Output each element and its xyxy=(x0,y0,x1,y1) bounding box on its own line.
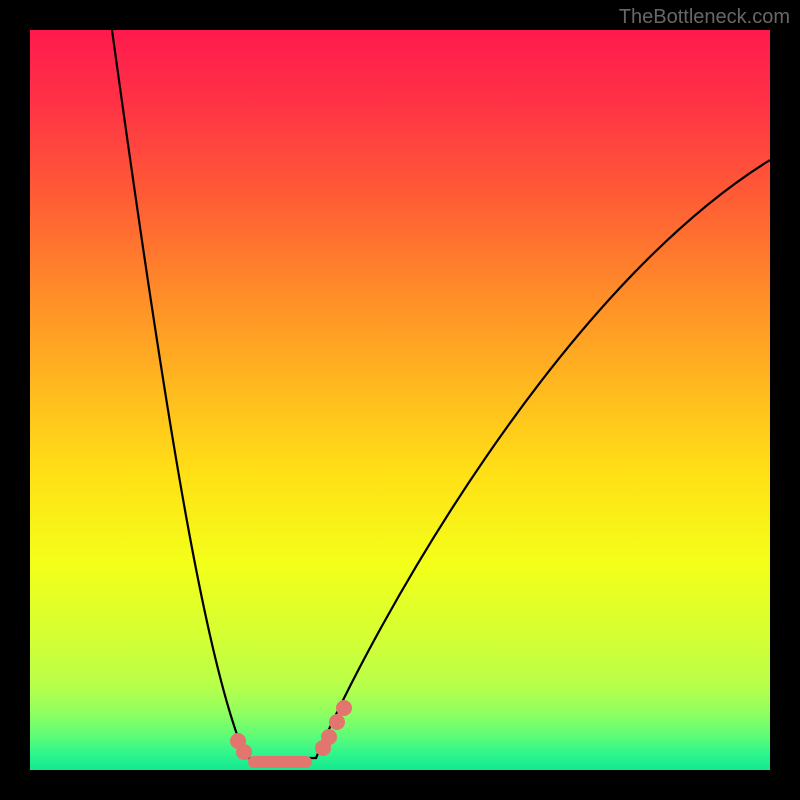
plot-area xyxy=(30,30,770,770)
valley-marker xyxy=(248,756,312,768)
markers-group xyxy=(230,700,352,768)
curve-bead xyxy=(236,744,252,760)
curve-bead xyxy=(336,700,352,716)
watermark-text: TheBottleneck.com xyxy=(619,6,790,29)
bottleneck-curve xyxy=(112,30,770,758)
curves-layer xyxy=(30,30,770,770)
curve-bead xyxy=(329,714,345,730)
curve-bead xyxy=(321,729,337,745)
